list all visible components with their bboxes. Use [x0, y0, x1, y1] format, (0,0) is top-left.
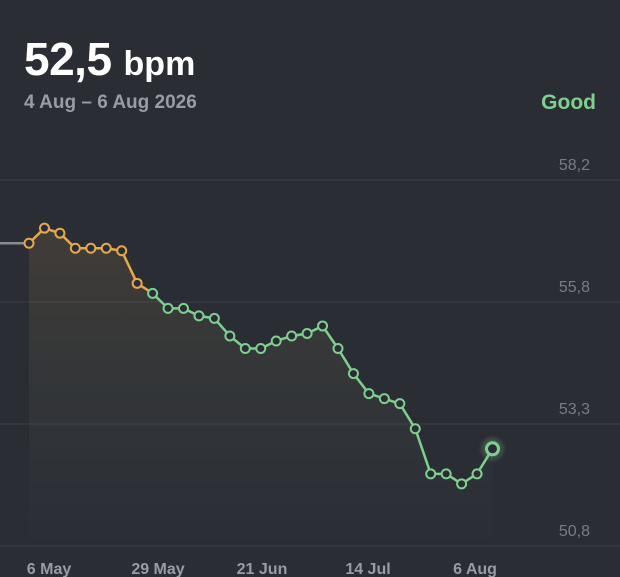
data-point: [270, 335, 282, 347]
data-point: [363, 388, 375, 400]
data-point: [131, 277, 143, 289]
status-label: Good: [541, 91, 596, 114]
x-tick-label: 6 Aug: [453, 561, 497, 577]
metric: 52,5 bpm: [24, 32, 596, 86]
x-tick-label: 29 May: [131, 561, 184, 577]
area-fill: [29, 228, 493, 547]
data-point: [162, 302, 174, 314]
y-tick-label: 53,3: [559, 401, 590, 418]
metric-value: 52,5: [24, 33, 112, 85]
data-point: [394, 398, 406, 410]
x-tick-label: 6 May: [27, 561, 72, 577]
y-tick-label: 55,8: [559, 279, 590, 296]
date-range: 4 Aug – 6 Aug 2026: [24, 92, 197, 113]
data-point: [347, 368, 359, 380]
data-point: [54, 227, 66, 239]
x-tick-label: 21 Jun: [237, 561, 288, 577]
x-tick-label: 14 Jul: [345, 561, 390, 577]
data-point: [224, 330, 236, 342]
area-path: [29, 228, 493, 547]
series-segment: [120, 249, 139, 285]
data-point: [440, 468, 452, 480]
data-point: [178, 302, 189, 314]
series-segment: [414, 427, 432, 476]
data-points: [23, 222, 507, 490]
data-point: [85, 242, 97, 254]
y-tick-label: 50,8: [559, 523, 590, 540]
y-axis-ticks: 58,2 55,8 53,3 50,8: [559, 157, 590, 540]
data-point: [286, 330, 298, 342]
data-point: [317, 320, 329, 332]
data-point: [38, 222, 50, 234]
data-point: [425, 468, 437, 480]
header: 52,5 bpm: [24, 32, 596, 86]
data-point: [332, 343, 344, 354]
data-point: [471, 468, 483, 480]
data-point: [116, 245, 128, 257]
data-point: [409, 423, 421, 435]
data-point: [100, 242, 112, 254]
data-point: [69, 242, 81, 254]
data-point: [239, 343, 251, 354]
current-point: [485, 441, 500, 457]
data-point: [378, 393, 390, 405]
y-tick-label: 58,2: [559, 157, 590, 174]
data-point: [23, 237, 35, 249]
x-axis-ticks: 6 May 29 May 21 Jun 14 Jul 6 Aug: [27, 561, 497, 577]
data-point: [147, 287, 159, 299]
data-point: [301, 327, 313, 339]
data-point: [255, 343, 267, 354]
data-point: [193, 310, 205, 322]
data-point: [456, 478, 468, 490]
data-point: [208, 312, 220, 324]
metric-unit: bpm: [123, 45, 196, 83]
